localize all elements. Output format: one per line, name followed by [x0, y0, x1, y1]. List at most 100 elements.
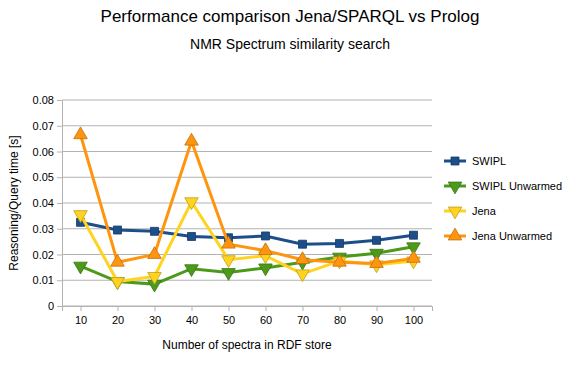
legend-item: SWIPL Unwarmed: [444, 180, 562, 194]
marker: [336, 239, 344, 247]
y-axis: 0 0.01 0.02 0.03 0.04 0.05 0.06 0.07 0.08: [33, 94, 63, 312]
y-tick-mark: [57, 177, 62, 178]
x-tick-label: 40: [186, 314, 198, 326]
series-line: [81, 135, 414, 264]
marker: [222, 269, 236, 281]
marker: [111, 278, 125, 290]
x-tick-label: 50: [223, 314, 235, 326]
y-tick-mark: [57, 306, 62, 307]
y-tick: 0.04: [33, 197, 62, 209]
y-tick-label: 0.02: [33, 249, 54, 261]
x-tick-label: 30: [149, 314, 161, 326]
x-tick: 50: [223, 306, 235, 326]
grid: [62, 100, 432, 306]
y-tick-label: 0.04: [33, 197, 54, 209]
x-tick: 100: [405, 306, 423, 326]
x-axis: 10 20 30 40 50 60 70 80 90 100: [63, 306, 433, 326]
x-tick-mark: [118, 306, 119, 311]
marker: [185, 133, 199, 145]
x-axis-line: [63, 307, 433, 312]
marker: [259, 243, 273, 255]
legend-label: Jena: [472, 205, 497, 217]
grid-line: [62, 177, 432, 178]
marker: [262, 232, 270, 240]
x-tick-mark: [81, 306, 82, 311]
x-tick-mark: [340, 306, 341, 311]
y-tick-label: 0.08: [33, 94, 54, 106]
x-tick-mark: [303, 306, 304, 311]
x-tick-mark: [155, 306, 156, 311]
y-tick-label: 0.03: [33, 223, 54, 235]
x-tick: 40: [186, 306, 198, 326]
legend-label: SWIPL Unwarmed: [472, 180, 562, 192]
y-tick-mark: [57, 100, 62, 101]
marker: [148, 272, 162, 284]
subtitle: NMR Spectrum similarity search: [190, 36, 390, 52]
legend-label: SWIPL: [472, 155, 506, 167]
marker: [148, 247, 162, 259]
y-tick-mark: [57, 203, 62, 204]
legend-swatch-marker: [448, 228, 462, 240]
marker: [74, 211, 88, 223]
legend-item: SWIPL: [444, 155, 506, 167]
x-tick-mark: [229, 306, 230, 311]
y-tick: 0.07: [33, 120, 62, 132]
x-tick: 20: [112, 306, 124, 326]
legend: SWIPLSWIPL UnwarmedJenaJena Unwarmed: [444, 155, 562, 242]
series: [74, 127, 421, 268]
legend-swatch-marker: [451, 157, 459, 165]
x-tick-mark: [377, 306, 378, 311]
x-tick-mark: [192, 306, 193, 311]
marker: [185, 265, 199, 277]
legend-swatch-marker: [448, 182, 462, 194]
marker: [370, 256, 384, 268]
x-tick: 80: [334, 306, 346, 326]
marker: [74, 127, 88, 139]
marker: [114, 226, 122, 234]
marker: [299, 240, 307, 248]
y-tick: 0.08: [33, 94, 62, 106]
x-tick-label: 10: [75, 314, 87, 326]
y-tick-label: 0.06: [33, 146, 54, 158]
chart: Performance comparison Jena/SPARQL vs Pr…: [0, 0, 580, 371]
title: Performance comparison Jena/SPARQL vs Pr…: [101, 7, 480, 26]
legend-swatch-marker: [448, 207, 462, 219]
x-tick: 70: [297, 306, 309, 326]
marker: [407, 251, 421, 263]
marker: [74, 262, 88, 274]
marker: [185, 198, 199, 210]
x-tick-label: 90: [371, 314, 383, 326]
marker: [222, 256, 236, 268]
x-tick-label: 60: [260, 314, 272, 326]
marker: [259, 264, 273, 276]
series-marks: [74, 127, 421, 292]
x-tick-mark: [266, 306, 267, 311]
y-tick-mark: [57, 255, 62, 256]
marker: [111, 278, 125, 290]
y-tick-label: 0.05: [33, 171, 54, 183]
legend-item: Jena: [444, 205, 497, 219]
series: [77, 218, 418, 248]
y-tick: 0.01: [33, 274, 62, 286]
y-axis-title: Reasoning/Query time [s]: [7, 135, 21, 270]
plot-area: 0 0.01 0.02 0.03 0.04 0.05 0.06 0.07 0.08 10 20 30 4…: [33, 94, 433, 326]
y-tick-mark: [57, 152, 62, 153]
y-tick-mark: [57, 280, 62, 281]
y-axis-line: [57, 101, 63, 307]
x-tick-label: 80: [334, 314, 346, 326]
series-line: [81, 202, 414, 282]
x-tick: 30: [149, 306, 161, 326]
y-tick: 0: [48, 300, 62, 312]
marker: [410, 231, 418, 239]
x-tick-label: 100: [405, 314, 423, 326]
y-tick: 0.02: [33, 249, 62, 261]
series: [74, 243, 421, 292]
y-tick-mark: [57, 229, 62, 230]
grid-line: [62, 203, 432, 204]
marker: [333, 254, 347, 266]
y-tick: 0.03: [33, 223, 62, 235]
marker: [373, 236, 381, 244]
x-tick-label: 20: [112, 314, 124, 326]
grid-line: [62, 125, 432, 126]
grid-line: [62, 100, 432, 101]
